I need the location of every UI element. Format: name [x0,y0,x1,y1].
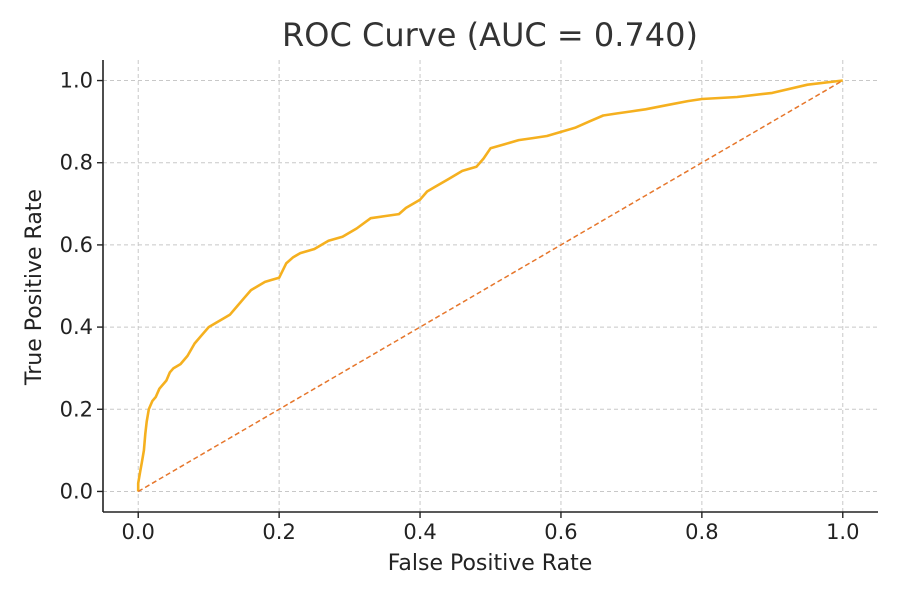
x-tick-label-5: 1.0 [826,520,859,544]
x-tick-label-3: 0.6 [544,520,577,544]
y-tick-label-0: 0.0 [60,479,93,503]
roc-curve-line [136,79,843,492]
y-axis-label: True Positive Rate [22,189,47,386]
x-tick-label-4: 0.8 [685,520,718,544]
x-axis-label: False Positive Rate [388,551,592,576]
y-tick-label-2: 0.4 [60,315,93,339]
grid [103,60,878,512]
y-tick-label-1: 0.2 [60,397,93,421]
ticks: 0.0 0.2 0.4 0.6 0.8 1.0 0.0 0.2 0.4 0.6 0.8 1.0 [60,69,860,544]
series-layer [136,79,844,493]
x-tick-label-0: 0.0 [122,520,155,544]
x-tick-label-2: 0.4 [403,520,436,544]
y-tick-label-5: 1.0 [60,69,93,93]
diagonal-reference-line [137,79,844,493]
y-tick-label-4: 0.8 [60,151,93,175]
axes [102,60,878,513]
x-tick-label-1: 0.2 [262,520,295,544]
chart-title: ROC Curve (AUC = 0.740) [282,16,698,54]
y-tick-label-3: 0.6 [60,233,93,257]
